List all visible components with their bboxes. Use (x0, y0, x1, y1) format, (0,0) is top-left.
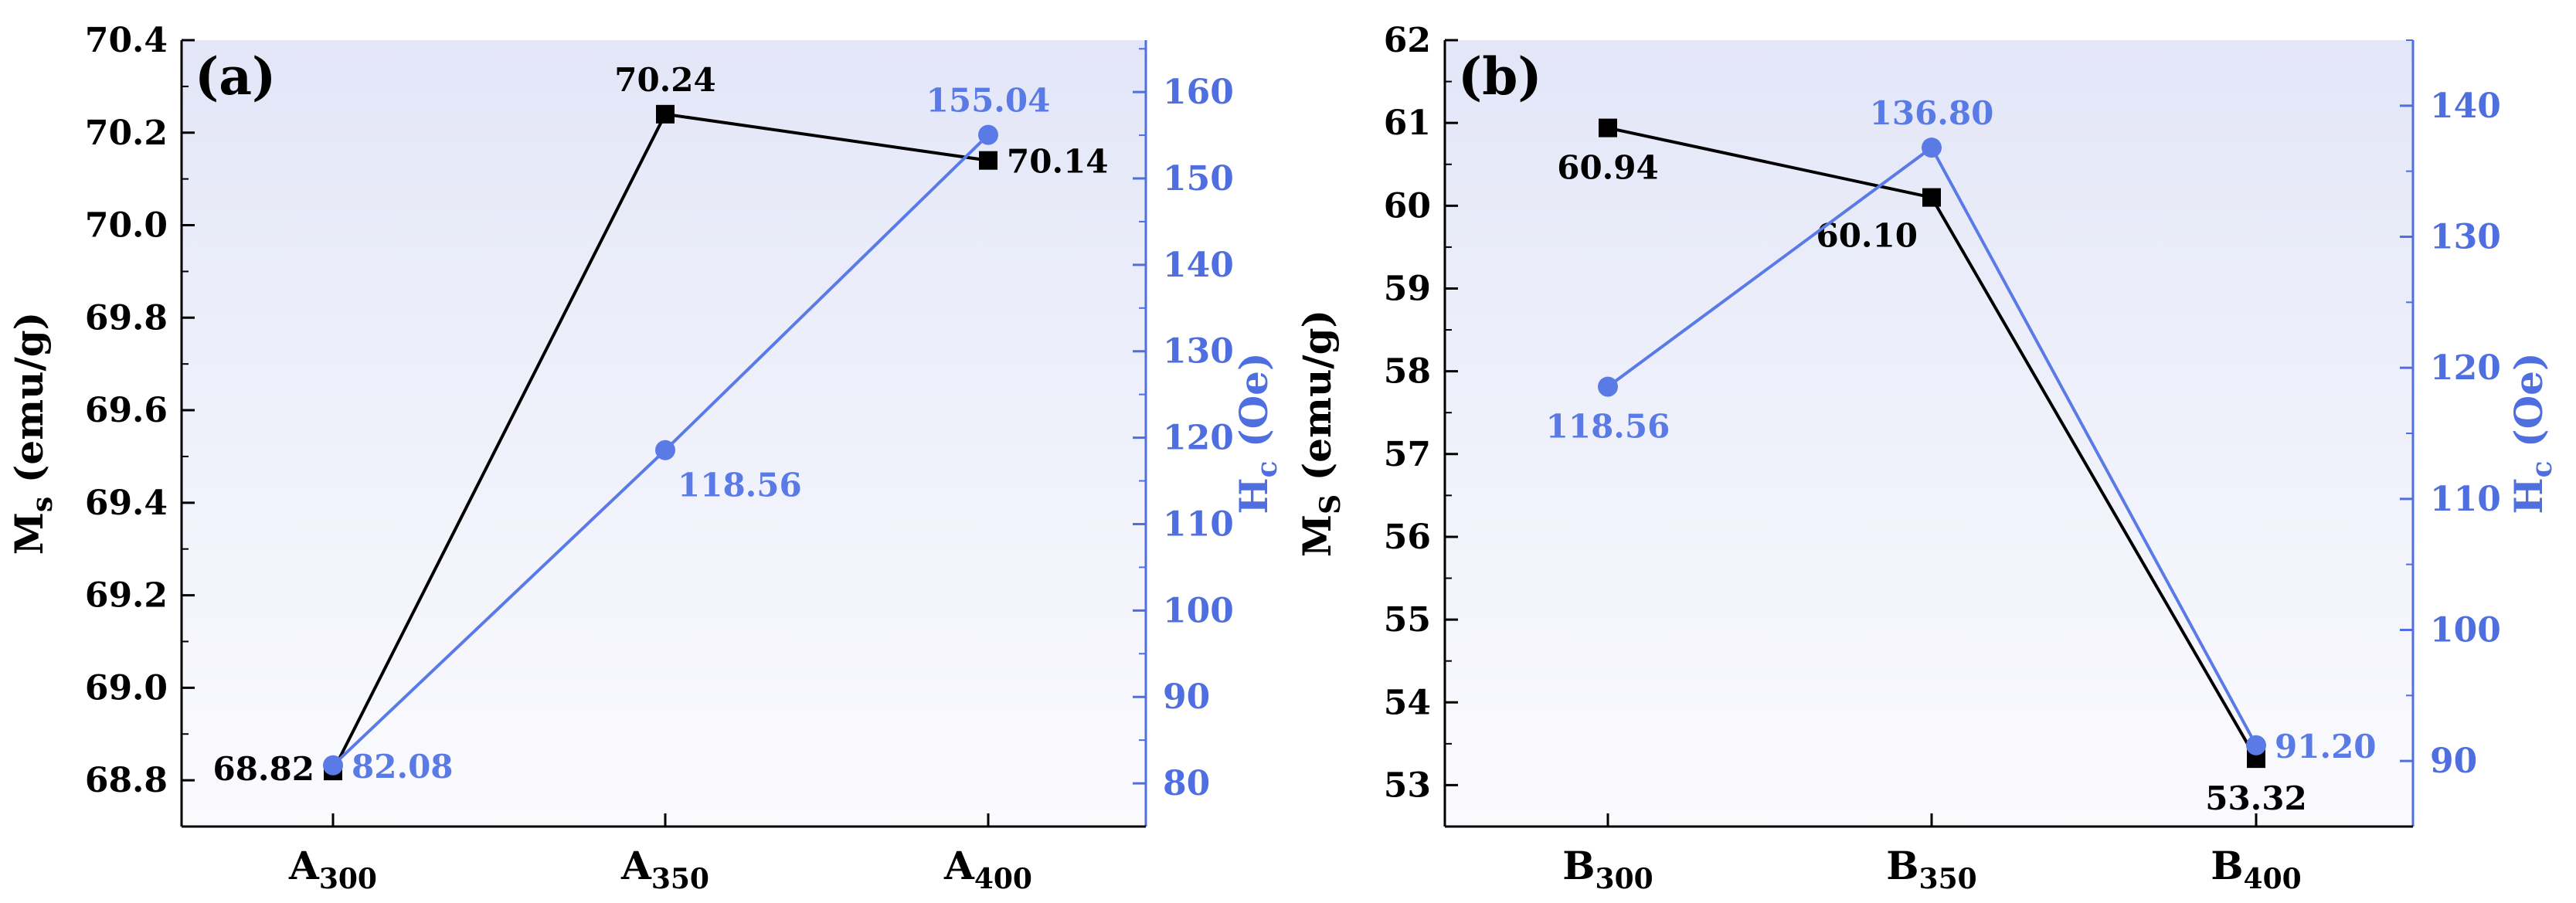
left-tick-label: 56 (1384, 518, 1431, 557)
ms-data-label: 68.82 (212, 750, 314, 788)
left-tick-label: 70.0 (85, 206, 168, 246)
panel-a: (a) 68.8 69.0 69.2 69.4 69.6 69.8 70.0 70.2 70.4… (6, 21, 1283, 895)
ms-data-label: 70.24 (614, 61, 716, 99)
right-tick-label: 140 (2430, 87, 2501, 126)
hc-point (655, 440, 675, 460)
right-tick-label: 100 (2430, 611, 2501, 650)
hc-point (323, 755, 343, 776)
ms-data-label: 53.32 (2205, 779, 2307, 817)
left-axis-title: MS (emu/g) (1294, 310, 1347, 557)
right-axis-title: Hc (Oe) (2506, 352, 2558, 514)
left-tick-label: 70.2 (85, 114, 168, 153)
left-tick-label: 69.2 (85, 576, 168, 616)
left-tick-label: 55 (1384, 600, 1431, 640)
left-tick-label: 68.8 (85, 761, 168, 800)
left-tick-label: 62 (1384, 21, 1431, 60)
left-tick-label: 54 (1384, 683, 1431, 722)
x-tick-label: A400 (943, 843, 1032, 895)
x-tick-label: B400 (2211, 843, 2301, 895)
right-tick-label: 110 (1163, 504, 1234, 544)
hc-point (2246, 735, 2266, 755)
plot-area-b (1445, 40, 2413, 827)
plot-area-a (182, 40, 1146, 827)
left-tick-label: 69.4 (85, 484, 168, 523)
left-tick-label: 60 (1384, 186, 1431, 226)
hc-data-label: 82.08 (352, 748, 454, 786)
right-tick-label: 90 (1163, 677, 1210, 717)
hc-point (1922, 137, 1942, 158)
ms-data-label: 60.94 (1557, 149, 1659, 187)
left-axis-title: Ms (emu/g) (6, 312, 59, 555)
right-tick-label: 150 (1163, 159, 1234, 199)
left-tick-label: 69.8 (85, 298, 168, 338)
right-tick-label: 110 (2430, 480, 2501, 519)
hc-data-label: 136.80 (1870, 94, 1994, 132)
right-tick-label: 140 (1163, 246, 1234, 285)
right-tick-label: 160 (1163, 73, 1234, 112)
x-tick-label: B350 (1886, 843, 1976, 895)
right-axis-title: Hc (Oe) (1231, 352, 1283, 514)
panel-label-b: (b) (1458, 46, 1542, 107)
ms-data-label: 60.10 (1816, 217, 1918, 255)
left-tick-label: 61 (1384, 104, 1431, 143)
hc-data-label: 155.04 (926, 82, 1051, 120)
left-tick-label: 53 (1384, 766, 1431, 805)
left-tick-label: 58 (1384, 352, 1431, 392)
left-tick-label: 57 (1384, 435, 1431, 474)
hc-data-label: 118.56 (1546, 408, 1670, 446)
left-tick-label: 70.4 (85, 21, 168, 60)
x-tick-label: B300 (1562, 843, 1653, 895)
x-tick-label: A300 (288, 843, 377, 895)
right-tick-label: 130 (2430, 218, 2501, 257)
ms-point (1599, 118, 1617, 137)
panel-b: (b) 53 54 55 56 57 58 59 60 61 62 MS (emu/g) 90 100 1… (1294, 21, 2558, 895)
right-tick-label: 80 (1163, 764, 1210, 803)
hc-data-label: 118.56 (678, 467, 802, 504)
right-tick-label: 100 (1163, 591, 1234, 630)
hc-point (978, 124, 998, 145)
ms-data-label: 70.14 (1007, 143, 1109, 181)
right-tick-label: 90 (2430, 742, 2477, 781)
ms-point (979, 151, 997, 170)
right-tick-label: 130 (1163, 332, 1234, 372)
left-tick-label: 59 (1384, 269, 1431, 308)
left-tick-label: 69.6 (85, 391, 168, 430)
ms-point (656, 104, 675, 124)
ms-point (1922, 188, 1941, 207)
hc-data-label: 91.20 (2275, 728, 2377, 766)
panel-label-a: (a) (195, 46, 276, 107)
right-tick-label: 120 (2430, 348, 2501, 388)
hc-point (1598, 376, 1618, 397)
left-tick-label: 69.0 (85, 668, 168, 708)
right-tick-label: 120 (1163, 419, 1234, 458)
x-tick-label: A350 (620, 843, 709, 895)
